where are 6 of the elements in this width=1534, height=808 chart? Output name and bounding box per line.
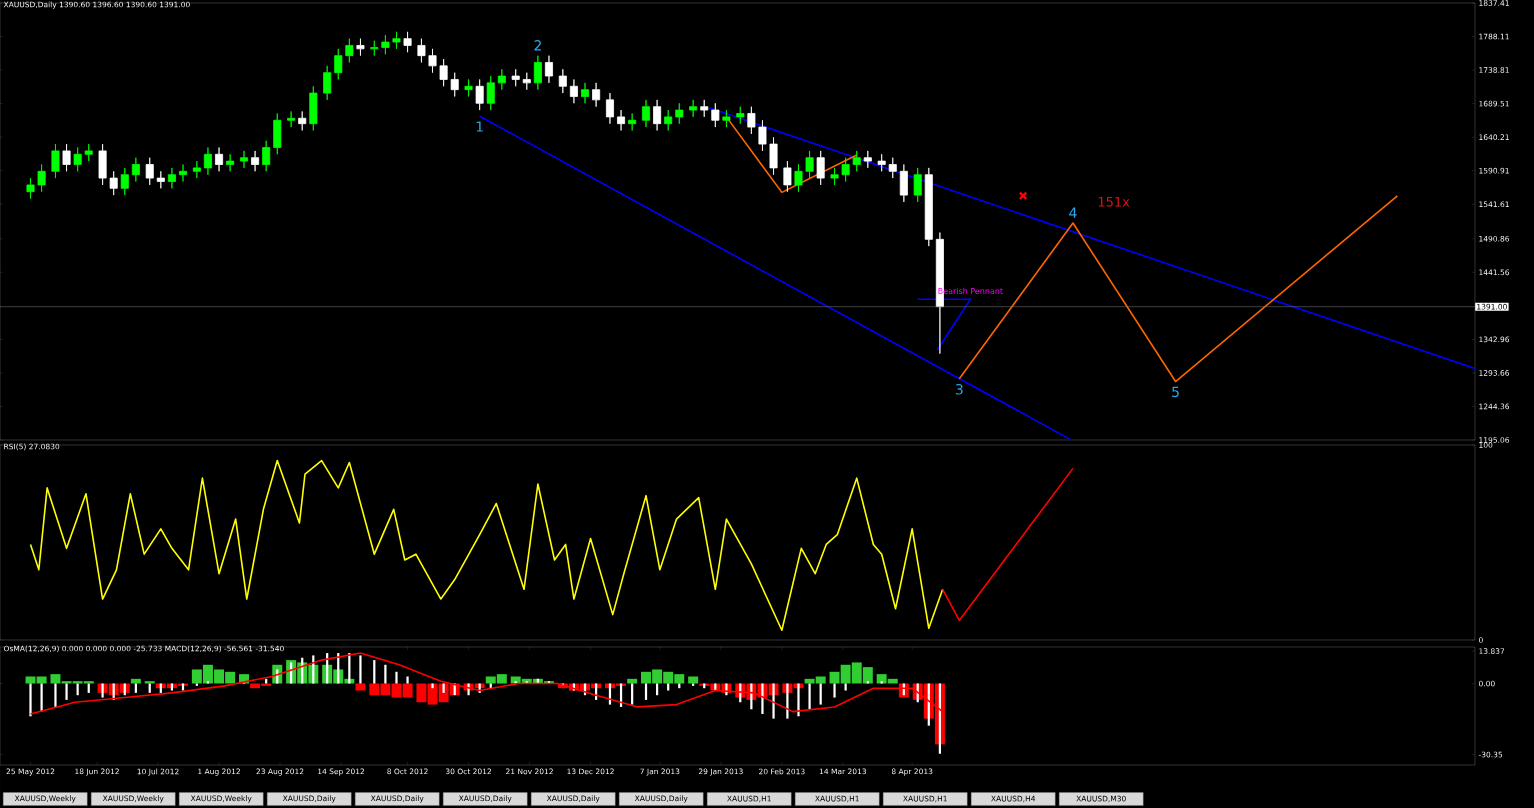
annotation: 2 <box>534 40 541 51</box>
annotation: 3 <box>955 383 963 395</box>
annotation: 1 <box>476 121 483 132</box>
annotation: 5 <box>1172 386 1179 398</box>
annotation: 151x <box>1098 197 1130 207</box>
annotation: 4 <box>1069 207 1077 218</box>
